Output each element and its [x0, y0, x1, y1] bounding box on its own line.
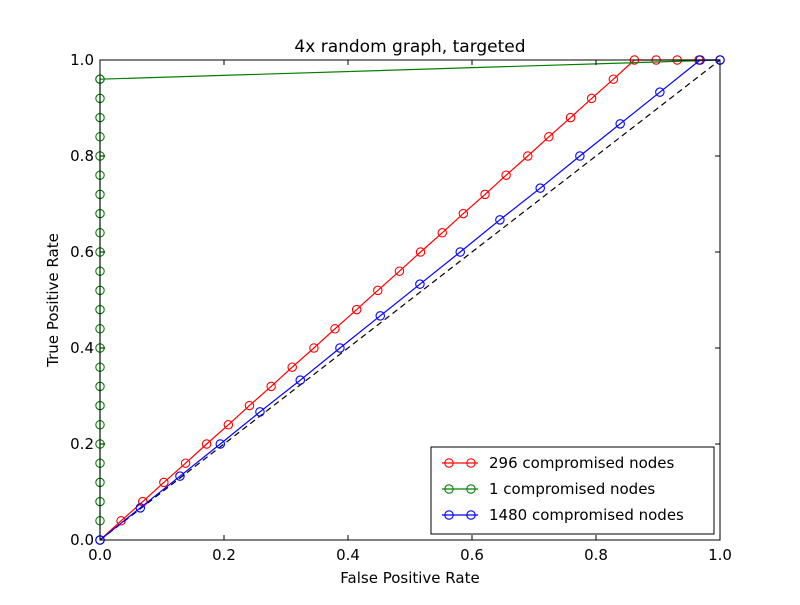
data-point [351, 304, 362, 315]
y-tick-label: 0.6 [70, 243, 94, 261]
legend-label: 296 compromised nodes [489, 454, 675, 472]
ticks-layer: 0.0 0.2 0.4 0.6 0.8 1.0 0.0 0.2 0.4 0.6 0.8 1.0 [70, 51, 732, 564]
data-point [575, 151, 585, 161]
data-point [116, 516, 126, 526]
legend-label: 1 compromised nodes [489, 480, 655, 498]
data-point [215, 439, 226, 449]
data-point [135, 503, 146, 513]
x-tick-label: 0.4 [336, 546, 360, 564]
legend-marker [444, 458, 454, 468]
data-point [655, 87, 665, 97]
data-point [373, 285, 383, 296]
data-point [415, 279, 425, 289]
data-point [201, 439, 212, 449]
y-tick-label: 1.0 [70, 51, 94, 69]
data-point [615, 119, 625, 129]
data-point [295, 375, 306, 385]
diagonal-reference-line [99, 59, 721, 541]
diagonal-layer [99, 59, 721, 541]
legend-marker [466, 458, 476, 468]
x-axis-label: False Positive Rate [340, 569, 479, 587]
data-point [180, 458, 191, 468]
data-point [335, 343, 345, 353]
data-point [415, 247, 426, 257]
data-point [437, 228, 447, 238]
data-point [544, 132, 554, 142]
data-point [501, 170, 511, 180]
legend-item: 1480 compromised nodes [442, 506, 684, 524]
x-tick-label: 0.2 [212, 546, 236, 564]
legend-marker [466, 510, 476, 520]
x-tick-label: 1.0 [708, 546, 732, 564]
data-point [458, 208, 469, 219]
data-point [287, 362, 297, 372]
x-tick-label: 0.8 [584, 546, 608, 564]
chart-title: 4x random graph, targeted [294, 37, 525, 57]
legend-marker [444, 510, 454, 520]
plot-frame [99, 59, 721, 541]
data-point [455, 247, 465, 257]
legend-box [430, 446, 715, 535]
data-point [175, 471, 185, 481]
data-point [394, 266, 405, 276]
data-point [309, 343, 319, 353]
series-0 [95, 55, 725, 545]
data-point [244, 400, 255, 411]
data-point [159, 477, 169, 488]
data-point [523, 151, 533, 161]
data-point [608, 74, 619, 84]
data-point [495, 215, 505, 225]
y-tick-label: 0.0 [70, 531, 94, 549]
series-line [99, 59, 720, 541]
legend: 296 compromised nodes 1 compromised nodes… [430, 446, 715, 535]
series-2 [95, 55, 725, 545]
data-point [255, 407, 265, 417]
data-point [586, 93, 597, 104]
data-point [565, 112, 576, 123]
x-tick-label: 0.0 [88, 546, 112, 564]
y-tick-label: 0.4 [70, 339, 94, 357]
data-point [266, 381, 276, 392]
y-tick-label: 0.2 [70, 435, 94, 453]
legend-marker [444, 484, 454, 494]
data-point [480, 189, 490, 200]
data-point [535, 183, 545, 193]
data-point [223, 420, 234, 430]
legend-marker [466, 484, 476, 494]
x-tick-label: 0.6 [460, 546, 484, 564]
y-tick-label: 0.8 [70, 147, 94, 165]
legend-item: 296 compromised nodes [442, 454, 675, 472]
y-axis-label: True Positive Rate [44, 233, 62, 368]
data-point [330, 324, 340, 334]
legend-item: 1 compromised nodes [442, 480, 655, 498]
data-point [375, 311, 385, 321]
series-line [99, 59, 720, 541]
legend-label: 1480 compromised nodes [489, 506, 684, 524]
